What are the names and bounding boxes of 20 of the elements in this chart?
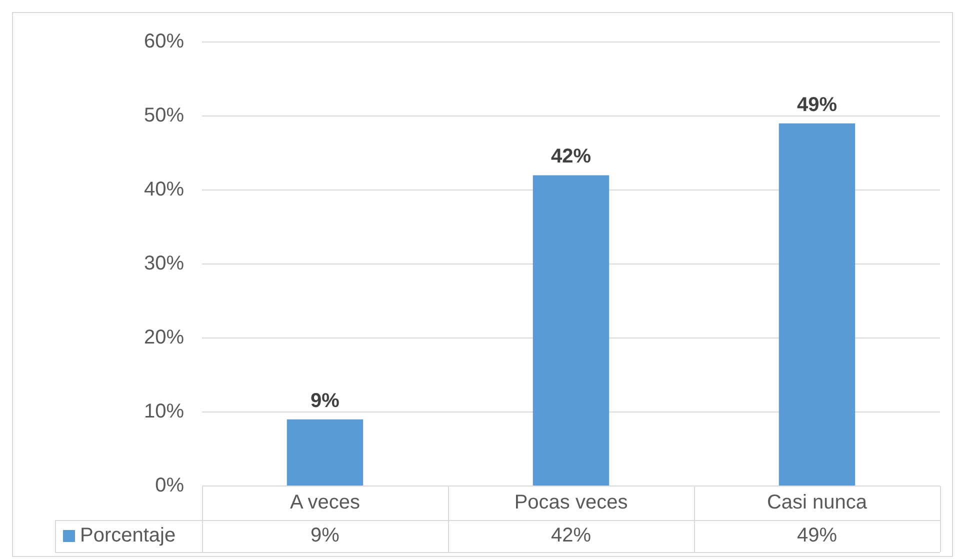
text: 42% bbox=[550, 146, 592, 168]
x-tick-label: A veces bbox=[290, 492, 360, 514]
y-tick-label: 20% bbox=[144, 326, 184, 349]
bar bbox=[286, 419, 364, 486]
text: 49% bbox=[796, 94, 838, 116]
bar bbox=[532, 175, 610, 486]
y-tick-label: 60% bbox=[144, 30, 184, 53]
data-label: 42% bbox=[550, 524, 592, 547]
y-tick-label: 30% bbox=[144, 252, 184, 275]
x-tick-label: Pocas veces bbox=[514, 492, 628, 514]
bar bbox=[778, 123, 856, 486]
x-tick-label: Casi nunca bbox=[766, 492, 868, 514]
y-tick-label: 0% bbox=[155, 474, 184, 497]
text: 9% bbox=[310, 390, 340, 412]
y-tick-label: 40% bbox=[144, 178, 184, 201]
y-tick-label: 10% bbox=[144, 400, 184, 423]
legend-label: Porcentaje bbox=[80, 524, 176, 547]
data-label: 49% bbox=[796, 524, 838, 547]
data-label: 9% bbox=[310, 524, 340, 547]
y-tick-label: 50% bbox=[144, 104, 184, 127]
